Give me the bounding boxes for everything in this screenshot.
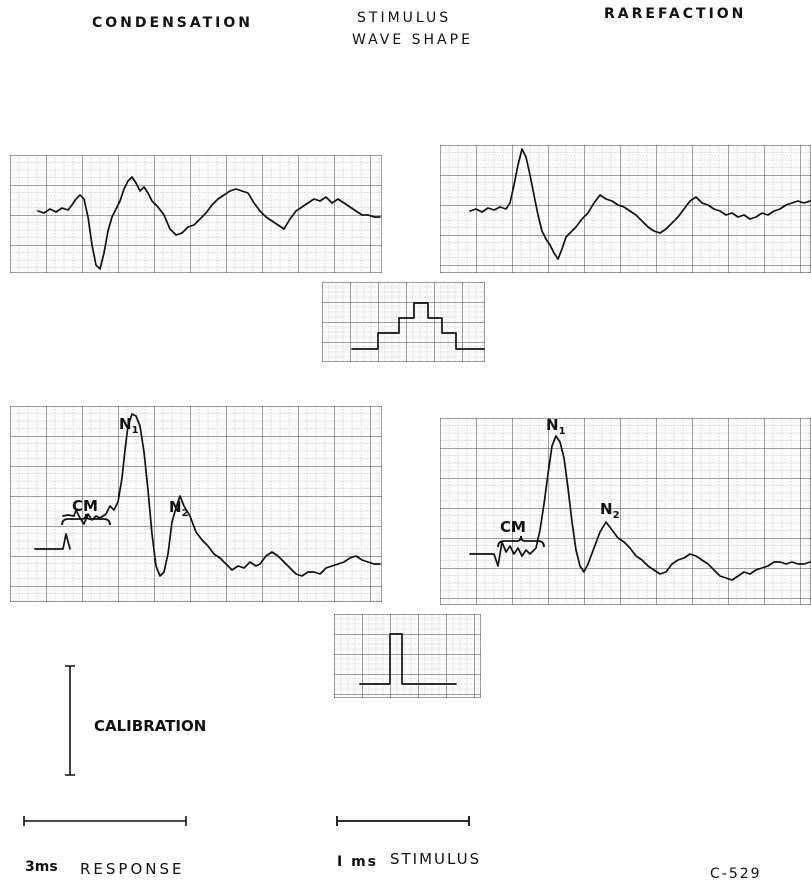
response-scale-label: RESPONSE xyxy=(80,860,185,878)
stimulus-scale-label: STIMULUS xyxy=(390,850,482,868)
n2-label-left: N2 xyxy=(169,498,189,519)
stimulus-scale-bar xyxy=(336,816,470,826)
stimulus-waveshape-click xyxy=(334,614,481,698)
response-scale-bar xyxy=(23,816,187,826)
n1-label-right: N1 xyxy=(546,416,566,437)
condensation-response-trace-bottom xyxy=(10,406,382,602)
condensation-heading: CONDENSATION xyxy=(92,15,254,31)
cm-label-right: CM xyxy=(500,518,526,536)
rarefaction-trace-svg-top xyxy=(440,145,811,273)
stimulus-waveshape-tone-pip xyxy=(322,282,485,362)
n2-label-right: N2 xyxy=(600,500,620,521)
condensation-response-trace-top xyxy=(10,155,382,273)
calibration-label: CALIBRATION xyxy=(94,717,207,735)
condensation-trace-svg-top xyxy=(10,155,382,273)
stimulus-scale-value: I ms xyxy=(337,854,379,870)
condensation-trace-svg-bottom xyxy=(10,406,382,602)
cm-bracket-left xyxy=(61,513,111,526)
wave-shape-heading: WAVE SHAPE xyxy=(352,32,473,48)
stimulus-staircase-svg xyxy=(322,282,485,362)
stimulus-pulse-svg xyxy=(334,614,481,698)
stimulus-heading: STIMULUS xyxy=(357,10,452,26)
calibration-bar xyxy=(65,665,75,776)
rarefaction-response-trace-bottom xyxy=(440,418,811,605)
response-scale-value: 3ms xyxy=(25,859,58,875)
cm-bracket-right xyxy=(497,535,545,548)
rarefaction-response-trace-top xyxy=(440,145,811,273)
figure-id: C-529 xyxy=(710,866,762,882)
rarefaction-heading: RAREFACTION xyxy=(604,6,747,22)
cm-label-left: CM xyxy=(72,497,98,515)
n1-label-left: N1 xyxy=(119,415,139,436)
rarefaction-trace-svg-bottom xyxy=(440,418,811,605)
